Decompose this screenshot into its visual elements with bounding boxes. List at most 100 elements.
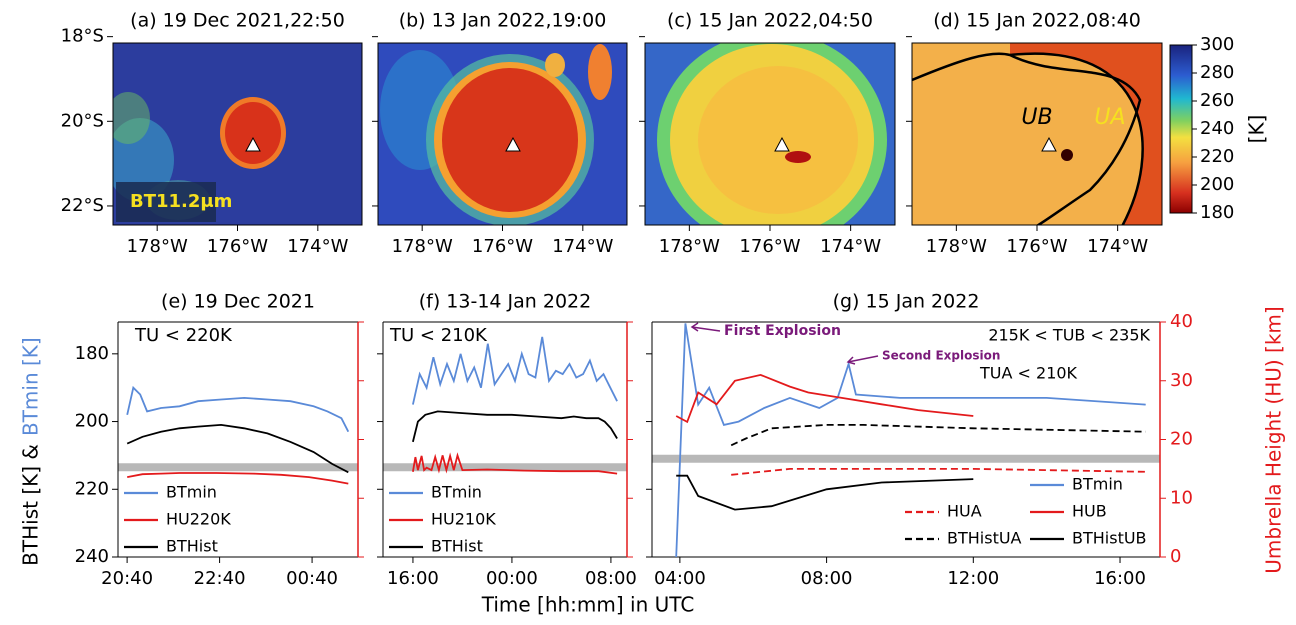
legend-label: HUB (1072, 502, 1107, 521)
y2-tick-label: 40 (1170, 311, 1193, 332)
legend-label: BTHist (431, 537, 483, 556)
y2-tick-label: 0 (1170, 546, 1181, 567)
annotation: 215K < TUB < 235K (988, 326, 1150, 345)
series-line (412, 410, 618, 443)
plume (698, 66, 858, 214)
label-box (116, 182, 216, 222)
plume (785, 151, 811, 163)
x-tick-label: 178°W (659, 236, 720, 257)
y-tick-label: 20°S (61, 110, 104, 131)
series-line (675, 323, 1146, 558)
colorbar-tick-label: 220 (1200, 146, 1234, 167)
series-line (412, 452, 618, 475)
legend-label: BTHistUA (947, 529, 1022, 548)
volcano (774, 136, 790, 152)
annotation: BT11.2μm (130, 191, 232, 212)
y2-tick-label: 20 (1170, 429, 1193, 450)
y-tick-label: 220 (75, 478, 109, 499)
map-b (378, 43, 627, 225)
legend-label: BTmin (431, 483, 482, 502)
colorbar-tick-label: 200 (1200, 174, 1234, 195)
series-line (126, 423, 349, 474)
panel-title: (b) 13 Jan 2022,19:00 (399, 10, 607, 32)
legend-label: BTmin (1072, 475, 1123, 494)
y2-tick-label: 30 (1170, 370, 1193, 391)
contour (912, 52, 1142, 225)
x-tick-label: 16:00 (1094, 568, 1146, 589)
x-tick-label: 12:00 (947, 568, 999, 589)
x-tick-label: 22:40 (194, 568, 246, 589)
legend-label: BTmin (166, 483, 217, 502)
map-a (113, 43, 362, 225)
volcano (245, 136, 261, 152)
legend-label: BTHist (166, 537, 218, 556)
series-line (127, 472, 349, 485)
annotation: TUA < 210K (979, 364, 1078, 383)
y2-axis-label: Umbrella Height (HU) [km] (1262, 306, 1286, 573)
panel-title: (f) 13-14 Jan 2022 (419, 291, 591, 313)
annotation: UA (1094, 105, 1125, 130)
x-tick-label: 174°W (552, 236, 613, 257)
annotation: Second Explosion (882, 349, 1000, 363)
x-tick-label: 176°W (207, 236, 268, 257)
y-tick-label: 18°S (61, 26, 104, 47)
colorbar-tick-label: 300 (1200, 34, 1234, 55)
panel-title: (a) 19 Dec 2021,22:50 (130, 10, 345, 32)
annotation-arrow (846, 355, 879, 365)
cloud (588, 44, 612, 100)
map-d (912, 43, 1162, 225)
x-tick-label: 176°W (739, 236, 800, 257)
x-tick-label: 176°W (472, 236, 533, 257)
legend-label: HUA (947, 502, 982, 521)
colorbar-tick-label: 180 (1200, 202, 1234, 223)
annotation-arrow (690, 322, 721, 332)
x-tick-label: 04:00 (654, 568, 706, 589)
x-tick-label: 174°W (287, 236, 348, 257)
map-c (645, 43, 895, 225)
legend-label: BTHistUB (1072, 529, 1147, 548)
x-tick-label: 178°W (127, 236, 188, 257)
volcano (1041, 136, 1057, 152)
y-tick-label: 22°S (61, 195, 104, 216)
plume (225, 102, 281, 164)
panel-title: (c) 15 Jan 2022,04:50 (667, 10, 873, 32)
x-tick-label: 00:40 (286, 568, 338, 589)
colorbar-tick-label: 240 (1200, 118, 1234, 139)
x-tick-label: 00:00 (486, 568, 538, 589)
colorbar-label: [K] (1245, 115, 1269, 144)
x-tick-label: 08:00 (801, 568, 853, 589)
legend-label: HU210K (431, 510, 496, 529)
x-axis-label: Time [hh:mm] in UTC (481, 593, 695, 617)
x-tick-label: 08:00 (585, 568, 637, 589)
panel-title: (d) 15 Jan 2022,08:40 (933, 10, 1141, 32)
y-tick-label: 240 (75, 546, 109, 567)
annotation: TU < 220K (134, 325, 233, 346)
annotation: UB (1021, 105, 1052, 130)
volcano (505, 136, 521, 152)
plume-core (1061, 149, 1073, 161)
y-tick-label: 200 (75, 411, 109, 432)
y-axis-label: BTHist [K] & (19, 444, 43, 566)
series-line (730, 424, 1146, 447)
x-tick-label: 174°W (1087, 236, 1148, 257)
x-tick-label: 20:40 (101, 568, 153, 589)
colorbar (1169, 44, 1193, 214)
annotation: TU < 210K (389, 325, 488, 346)
y2-tick-label: 10 (1170, 487, 1193, 508)
annotation: First Explosion (724, 323, 841, 339)
series-line (675, 373, 974, 424)
x-tick-label: 16:00 (387, 568, 439, 589)
colorbar-tick-label: 280 (1200, 62, 1234, 83)
plume (442, 68, 578, 212)
x-tick-label: 176°W (1006, 236, 1067, 257)
series-line (731, 468, 1146, 476)
legend-label: HU220K (166, 510, 231, 529)
x-tick-label: 178°W (926, 236, 987, 257)
series-line (412, 336, 618, 405)
cloud (113, 92, 150, 144)
series-line (676, 474, 974, 511)
y-axis-label: BTmin [K] (19, 337, 43, 436)
cloud (545, 53, 565, 77)
y-tick-label: 180 (75, 343, 109, 364)
